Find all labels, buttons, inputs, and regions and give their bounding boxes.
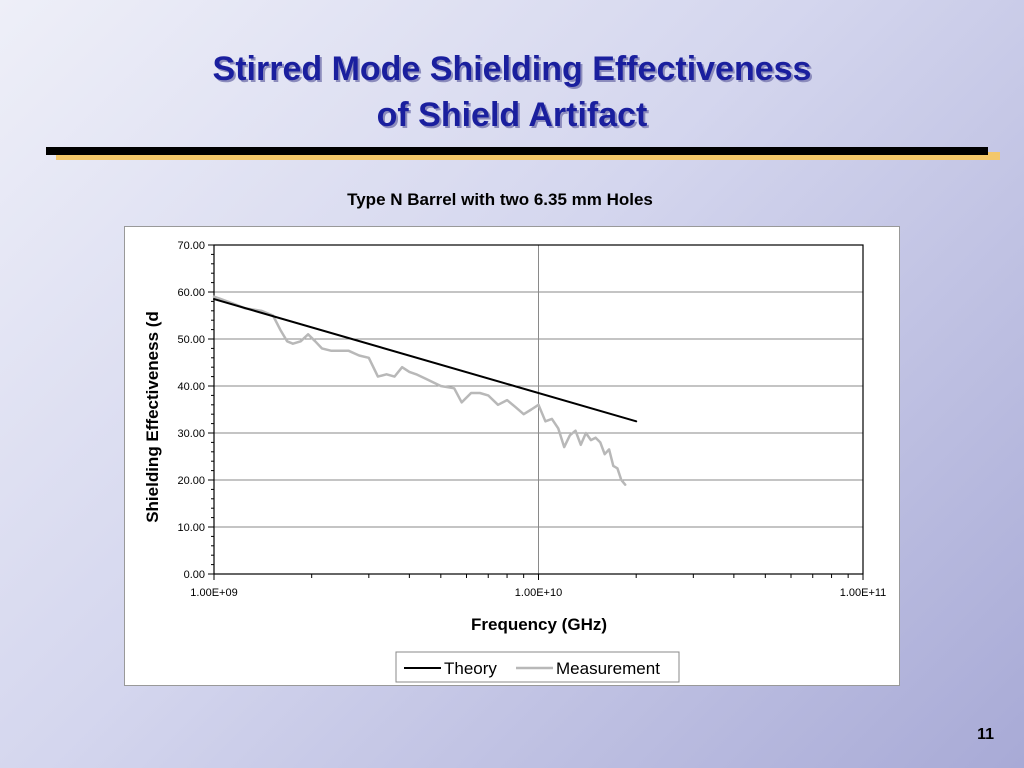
chart-svg: 0.00 10.00 20.00 30.00 40.00 50.00 60.00 70.00 1… [143,240,886,683]
series-line-measurement [212,295,627,486]
page-number: 11 [977,726,994,743]
y-tick-label: 70.00 [177,240,205,252]
legend-items: Theory Measurement [404,659,660,678]
chart-panel: 0.00 10.00 20.00 30.00 40.00 50.00 60.00 70.00 1… [124,226,900,686]
series-layer [212,295,638,486]
y-tick-label: 0.00 [184,569,205,581]
slide-title: Stirred Mode Shielding Effectiveness of … [0,46,1024,138]
title-underline-black [46,147,988,155]
grid-layer [213,244,864,575]
legend-label-measurement: Measurement [556,659,660,678]
legend-label-theory: Theory [444,659,497,678]
slide-title-line-1: Stirred Mode Shielding Effectiveness [212,50,812,88]
y-tick-label: 40.00 [177,381,205,393]
y-tick-label: 50.00 [177,334,205,346]
x-tick-label: 1.00E+09 [190,587,237,599]
y-tick-label: 30.00 [177,428,205,440]
x-axis-title: Frequency (GHz) [471,615,607,634]
title-underline-gold [56,152,1000,160]
x-tick-label: 1.00E+10 [515,587,562,599]
y-tick-label: 60.00 [177,287,205,299]
series-line-theory [213,298,638,423]
x-tick-label: 1.00E+11 [840,587,887,599]
chart-title: Type N Barrel with two 6.35 mm Holes [347,190,653,209]
slide-title-line-2: of Shield Artifact [376,96,648,134]
tick-layer: 0.00 10.00 20.00 30.00 40.00 50.00 60.00 70.00 1… [177,240,886,599]
y-axis-title: Shielding Effectiveness (d [143,311,162,523]
y-tick-label: 20.00 [177,475,205,487]
y-tick-label: 10.00 [177,522,205,534]
chart-legend: Theory Measurement [395,651,680,683]
